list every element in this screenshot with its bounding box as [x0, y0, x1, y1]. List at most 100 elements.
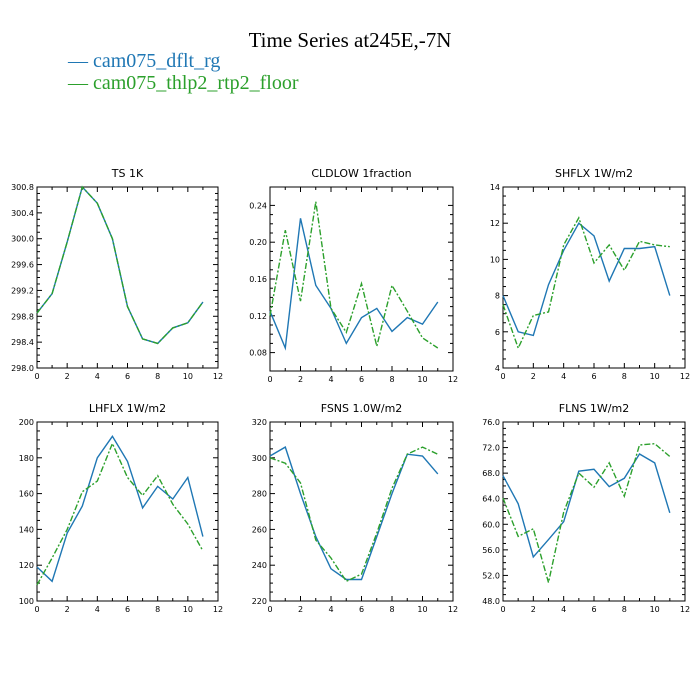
x-tick-label: 2: [531, 372, 536, 381]
y-tick-label: 8: [495, 292, 500, 301]
y-tick-label: 0.08: [249, 349, 267, 358]
chart-title: FSNS 1.0W/m2: [321, 402, 403, 415]
figure-title: Time Series at245E,-7N: [248, 28, 452, 52]
y-tick-label: 140: [19, 525, 34, 534]
x-tick-label: 6: [359, 375, 364, 384]
series-line-1: [36, 441, 204, 586]
series-line-0: [269, 218, 439, 351]
chart-title: TS 1K: [111, 167, 144, 180]
x-tick-label: 4: [95, 372, 100, 381]
y-tick-label: 64.0: [482, 495, 500, 504]
plot-frame: [502, 186, 686, 369]
y-tick-label: 160: [19, 490, 34, 499]
legend-label-dflt: cam075_dflt_rg: [93, 50, 221, 72]
x-tick-label: 0: [267, 375, 272, 384]
x-tick-label: 12: [213, 372, 223, 381]
y-tick-label: 180: [19, 454, 34, 463]
y-tick-label: 220: [252, 597, 267, 606]
y-tick-label: 0.12: [249, 312, 267, 321]
y-tick-label: 48.0: [482, 597, 500, 606]
y-tick-label: 298.0: [11, 364, 34, 373]
legend-entry-floor: — cam075_thlp2_rtp2_floor: [68, 72, 299, 94]
y-tick-label: 300.4: [11, 209, 34, 218]
x-tick-label: 6: [125, 372, 130, 381]
y-tick-label: 120: [19, 561, 34, 570]
y-tick-label: 68.0: [482, 469, 500, 478]
x-tick-label: 8: [155, 372, 160, 381]
y-tick-label: 76.0: [482, 418, 500, 427]
x-tick-label: 12: [448, 375, 458, 384]
x-tick-label: 10: [417, 605, 427, 614]
y-tick-label: 12: [490, 219, 500, 228]
y-tick-label: 4: [495, 364, 500, 373]
series-line-1: [269, 201, 439, 349]
x-tick-label: 12: [213, 605, 223, 614]
x-tick-label: 0: [500, 605, 505, 614]
legend: — cam075_dflt_rg — cam075_thlp2_rtp2_flo…: [68, 50, 299, 94]
x-tick-label: 6: [359, 605, 364, 614]
y-tick-label: 56.0: [482, 546, 500, 555]
legend-entry-dflt: — cam075_dflt_rg: [68, 50, 299, 72]
x-tick-label: 8: [155, 605, 160, 614]
series-line-1: [502, 216, 670, 350]
x-tick-label: 2: [298, 605, 303, 614]
y-tick-label: 298.4: [11, 338, 34, 347]
x-tick-label: 4: [561, 605, 566, 614]
x-tick-label: 10: [417, 375, 427, 384]
y-tick-label: 320: [252, 418, 267, 427]
x-tick-label: 4: [561, 372, 566, 381]
y-tick-label: 60.0: [482, 520, 500, 529]
y-tick-label: 14: [490, 183, 500, 192]
plot-frame: [502, 421, 686, 602]
series-line-0: [36, 185, 204, 345]
chart-title: SHFLX 1W/m2: [555, 167, 633, 180]
x-tick-label: 4: [328, 605, 333, 614]
series-line-1: [36, 185, 204, 345]
legend-label-floor: cam075_thlp2_rtp2_floor: [93, 72, 299, 94]
series-line-0: [502, 222, 671, 337]
plot-frame: [269, 186, 454, 372]
x-tick-label: 2: [531, 605, 536, 614]
y-tick-label: 6: [495, 328, 500, 337]
x-tick-label: 2: [65, 605, 70, 614]
y-tick-label: 200: [19, 418, 34, 427]
y-tick-label: 300.0: [11, 235, 34, 244]
x-tick-label: 10: [650, 372, 660, 381]
chart-panel-4: FSNS 1.0W/m2 0 2 4 6 8 10 12 220 240 260 280 300 320: [252, 402, 458, 614]
y-tick-label: 300: [252, 454, 267, 463]
x-tick-label: 8: [389, 375, 394, 384]
y-tick-label: 299.6: [11, 261, 34, 270]
legend-line-icon: —: [68, 50, 93, 72]
chart-panel-3: LHFLX 1W/m2 0 2 4 6 8 10 12 100 120 140 160 180 200: [19, 402, 223, 614]
x-tick-label: 0: [34, 605, 39, 614]
y-tick-label: 52.0: [482, 571, 500, 580]
x-tick-label: 2: [65, 372, 70, 381]
series-line-1: [269, 446, 439, 583]
x-tick-label: 8: [622, 372, 627, 381]
x-tick-label: 10: [650, 605, 660, 614]
y-tick-label: 300.8: [11, 183, 34, 192]
series-line-0: [269, 446, 439, 581]
chart-panel-5: FLNS 1W/m2 0 2 4 6 8 10 12 48.0 52.0 56.0 60.0 64.0 6…: [482, 402, 690, 614]
x-tick-label: 6: [125, 605, 130, 614]
y-tick-label: 260: [252, 525, 267, 534]
chart-panel-1: CLDLOW 1fraction 0 2 4 6 8 10 12 0.08 0.12 0.16 0.2…: [249, 167, 458, 384]
y-tick-label: 298.8: [11, 312, 34, 321]
chart-panel-2: SHFLX 1W/m2 0 2 4 6 8 10 12 4 6 8 10 12 14: [490, 167, 690, 381]
x-tick-label: 12: [448, 605, 458, 614]
x-tick-label: 0: [267, 605, 272, 614]
y-tick-label: 240: [252, 561, 267, 570]
x-tick-label: 4: [95, 605, 100, 614]
x-tick-label: 0: [500, 372, 505, 381]
legend-line-icon: —: [68, 72, 93, 94]
plot-frame: [36, 421, 219, 602]
y-tick-label: 72.0: [482, 444, 500, 453]
y-tick-label: 10: [490, 255, 500, 264]
x-tick-label: 6: [591, 372, 596, 381]
x-tick-label: 12: [680, 605, 690, 614]
chart-title: LHFLX 1W/m2: [89, 402, 166, 415]
x-tick-label: 12: [680, 372, 690, 381]
x-tick-label: 6: [591, 605, 596, 614]
